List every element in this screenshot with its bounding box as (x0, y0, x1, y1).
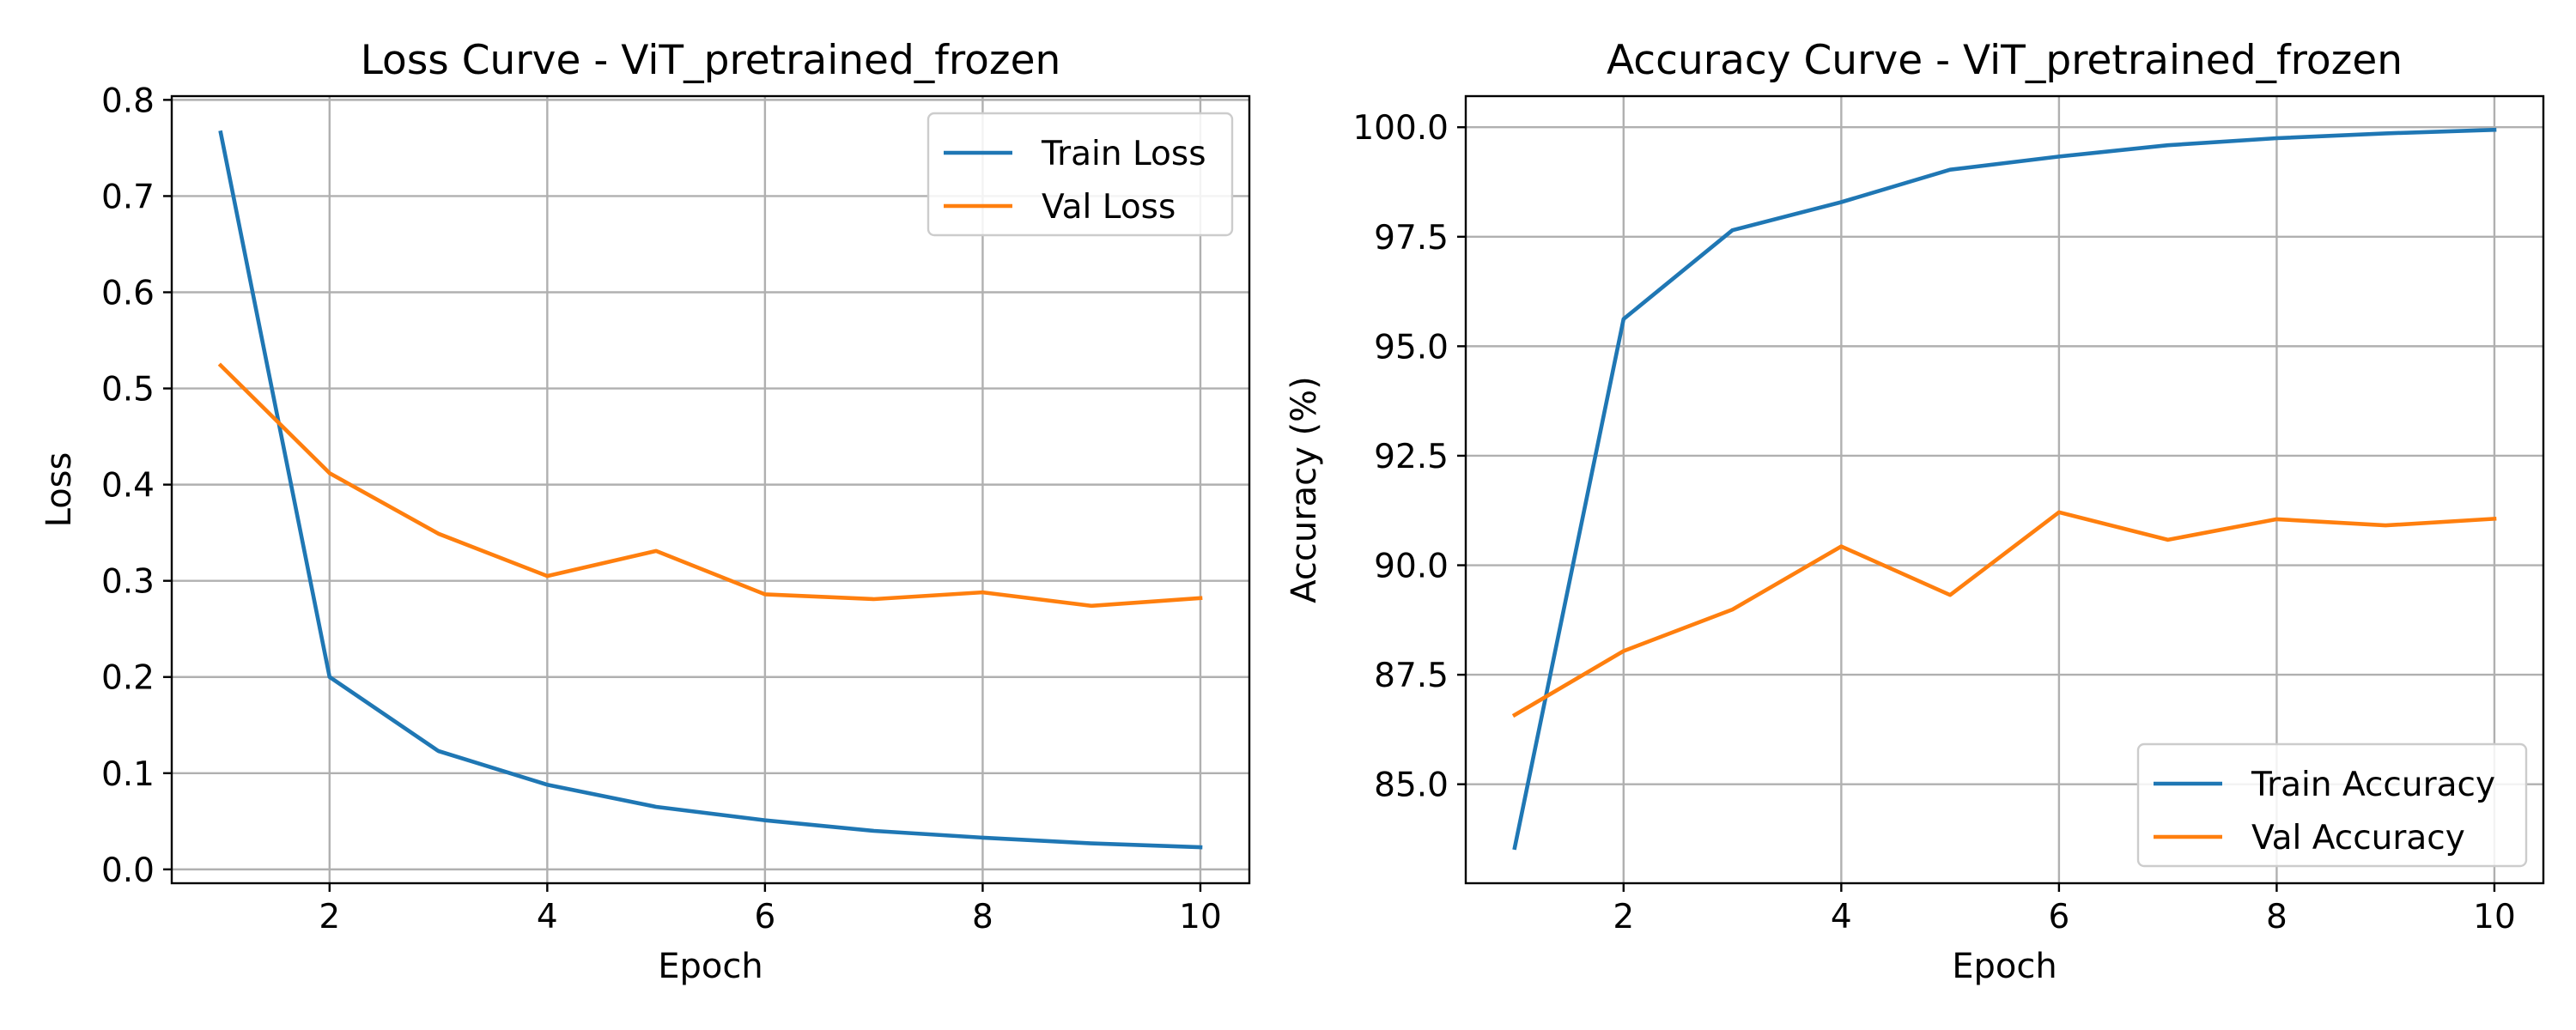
legend-box (2136, 742, 2528, 868)
x-tick-label: 8 (972, 898, 993, 936)
legend-label: Train Accuracy (2251, 766, 2495, 804)
y-axis-label: Accuracy (%) (1285, 376, 1324, 603)
chart-1: 2 4 6 8 10 0.0 0.1 0.2 0.3 0.4 0.5 0.6 0.7 0.8 Loss Cu… (39, 37, 1251, 986)
chart-2: 2 4 6 8 10 85.0 87.5 90.0 92.5 95.0 97.5 100.0 Accur… (1285, 37, 2545, 986)
legend-label: Val Accuracy (2251, 819, 2465, 857)
y-tick-label: 97.5 (1374, 219, 1449, 258)
y-tick-label: 0.1 (101, 755, 155, 794)
x-tick-label: 8 (2266, 898, 2287, 936)
y-tick-label: 0.5 (101, 371, 155, 409)
y-axis-label: Loss (39, 452, 79, 528)
y-tick-label: 0.2 (101, 659, 155, 698)
y-tick-label: 0.7 (101, 178, 155, 216)
y-tick-label: 87.5 (1374, 657, 1449, 695)
y-tick-label: 0.8 (101, 82, 155, 120)
y-tick-label: 0.0 (101, 851, 155, 890)
x-tick-label: 4 (1831, 898, 1852, 936)
axes-frame (1464, 94, 2545, 885)
series-line-train-loss (218, 130, 1203, 850)
y-tick-label: 95.0 (1374, 328, 1449, 367)
x-axis-label: Epoch (1952, 947, 2057, 986)
y-tick-label: 90.0 (1374, 548, 1449, 586)
y-tick-label: 92.5 (1374, 438, 1449, 476)
y-tick-label: 85.0 (1374, 766, 1449, 805)
x-tick-label: 10 (1179, 898, 1222, 936)
legend-label: Val Loss (1042, 188, 1176, 227)
series-line-train-accuracy (1512, 127, 2497, 851)
series-line-val-accuracy (1511, 510, 2497, 718)
x-axis-label: Epoch (658, 947, 762, 986)
series-line-val-loss (217, 362, 1203, 609)
x-tick-label: 4 (537, 898, 558, 936)
y-tick-label: 0.3 (101, 563, 155, 602)
legend-label: Train Loss (1041, 135, 1206, 173)
axes-frame (170, 94, 1251, 885)
y-tick-label: 0.6 (101, 274, 155, 312)
y-tick-label: 100.0 (1352, 109, 1449, 148)
x-tick-label: 6 (754, 898, 775, 936)
x-tick-label: 2 (1613, 898, 1634, 936)
chart-title: Accuracy Curve - ViT_pretrained_frozen (1607, 37, 2403, 84)
x-tick-label: 2 (319, 898, 340, 936)
y-tick-label: 0.4 (101, 467, 155, 506)
x-tick-label: 6 (2048, 898, 2069, 936)
x-tick-label: 10 (2473, 898, 2516, 936)
legend: Train Accuracy Val Accuracy (2136, 742, 2528, 868)
legend: Train Loss Val Loss (927, 112, 1234, 237)
chart-title: Loss Curve - ViT_pretrained_frozen (361, 37, 1061, 84)
